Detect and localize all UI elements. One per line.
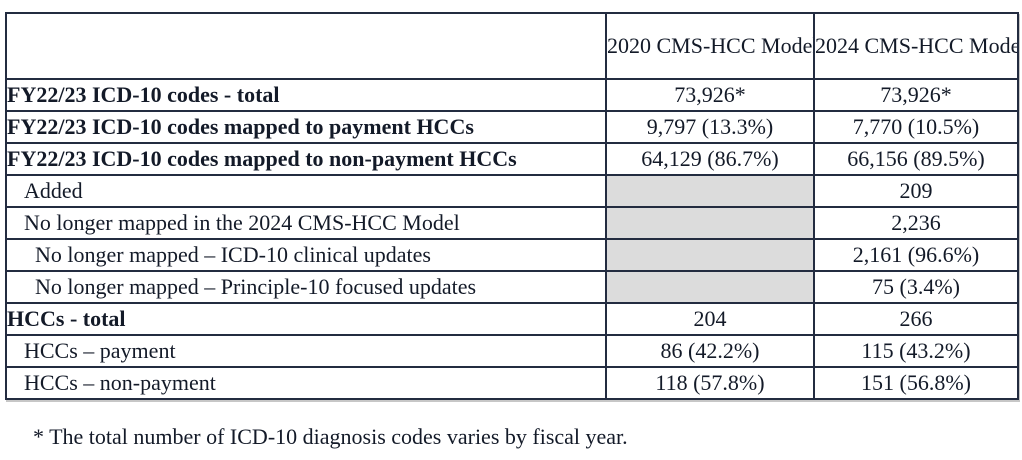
table-row: No longer mapped in the 2024 CMS-HCC Mod… bbox=[5, 206, 1019, 240]
cell-2020-value-shaded bbox=[605, 206, 815, 240]
header-2020-cms-hcc-model: 2020 CMS-HCC Model bbox=[605, 12, 815, 80]
cell-2020-value: 9,797 (13.3%) bbox=[605, 110, 815, 144]
row-label-no-longer-mapped-clinical: No longer mapped – ICD-10 clinical updat… bbox=[5, 238, 607, 272]
cell-2024-value: 2,236 bbox=[813, 206, 1019, 240]
row-label-added: Added bbox=[5, 174, 607, 208]
header-empty-cell bbox=[5, 12, 607, 80]
cell-2020-value-shaded bbox=[605, 270, 815, 304]
table-row: No longer mapped – Principle-10 focused … bbox=[5, 270, 1019, 304]
cell-2020-value: 64,129 (86.7%) bbox=[605, 142, 815, 176]
cms-hcc-comparison-table: 2020 CMS-HCC Model 2024 CMS-HCC Model FY… bbox=[5, 12, 1019, 400]
cell-2024-value: 115 (43.2%) bbox=[813, 334, 1019, 368]
table-row: No longer mapped – ICD-10 clinical updat… bbox=[5, 238, 1019, 272]
table-row: Added 209 bbox=[5, 174, 1019, 208]
header-2024-cms-hcc-model: 2024 CMS-HCC Model bbox=[813, 12, 1019, 80]
table-row: HCCs – payment 86 (42.2%) 115 (43.2%) bbox=[5, 334, 1019, 368]
table-row: HCCs – non-payment 118 (57.8%) 151 (56.8… bbox=[5, 366, 1019, 400]
cell-2020-value-shaded bbox=[605, 238, 815, 272]
cell-2024-value: 266 bbox=[813, 302, 1019, 336]
cell-2024-value: 2,161 (96.6%) bbox=[813, 238, 1019, 272]
cell-2024-value: 66,156 (89.5%) bbox=[813, 142, 1019, 176]
table-row: FY22/23 ICD-10 codes mapped to payment H… bbox=[5, 110, 1019, 144]
row-label-hccs-total: HCCs - total bbox=[5, 302, 607, 336]
cell-2020-value: 118 (57.8%) bbox=[605, 366, 815, 400]
row-label-icd10-total: FY22/23 ICD-10 codes - total bbox=[5, 78, 607, 112]
cell-2024-value: 209 bbox=[813, 174, 1019, 208]
table-row: HCCs - total 204 266 bbox=[5, 302, 1019, 336]
cell-2020-value-shaded bbox=[605, 174, 815, 208]
cell-2020-value: 86 (42.2%) bbox=[605, 334, 815, 368]
table-header-row: 2020 CMS-HCC Model 2024 CMS-HCC Model bbox=[5, 12, 1019, 80]
cell-2024-value: 73,926* bbox=[813, 78, 1019, 112]
row-label-mapped-nonpayment-hccs: FY22/23 ICD-10 codes mapped to non-payme… bbox=[5, 142, 607, 176]
cell-2020-value: 204 bbox=[605, 302, 815, 336]
row-label-no-longer-mapped-principle10: No longer mapped – Principle-10 focused … bbox=[5, 270, 607, 304]
table-row: FY22/23 ICD-10 codes mapped to non-payme… bbox=[5, 142, 1019, 176]
row-label-no-longer-mapped-2024: No longer mapped in the 2024 CMS-HCC Mod… bbox=[5, 206, 607, 240]
row-label-hccs-nonpayment: HCCs – non-payment bbox=[5, 366, 607, 400]
table-row: FY22/23 ICD-10 codes - total 73,926* 73,… bbox=[5, 78, 1019, 112]
cell-2024-value: 151 (56.8%) bbox=[813, 366, 1019, 400]
footnote: * The total number of ICD-10 diagnosis c… bbox=[33, 424, 628, 449]
cell-2024-value: 7,770 (10.5%) bbox=[813, 110, 1019, 144]
cell-2020-value: 73,926* bbox=[605, 78, 815, 112]
row-label-mapped-payment-hccs: FY22/23 ICD-10 codes mapped to payment H… bbox=[5, 110, 607, 144]
cell-2024-value: 75 (3.4%) bbox=[813, 270, 1019, 304]
row-label-hccs-payment: HCCs – payment bbox=[5, 334, 607, 368]
